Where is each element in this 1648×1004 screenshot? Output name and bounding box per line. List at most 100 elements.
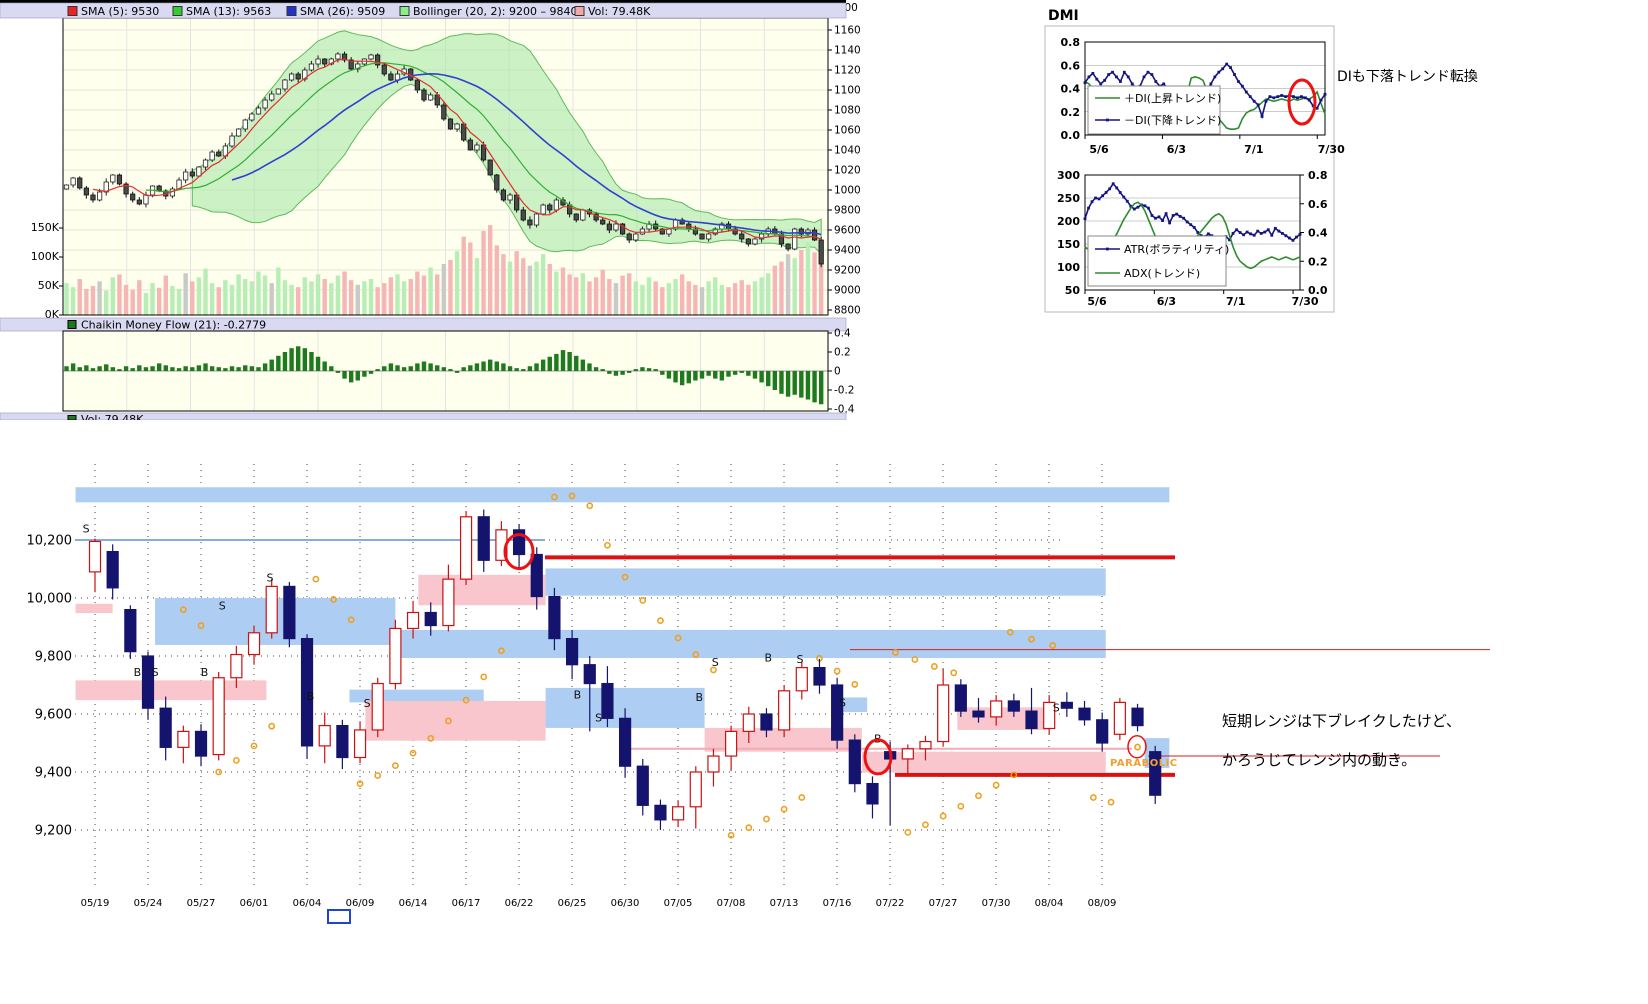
clipped-legend-label: Vol: 79.48K — [81, 413, 144, 420]
right-price-axis: 8800 9000 9200 9400 9600 9800 10000 10200 10400 1… — [828, 2, 860, 317]
legend-label: ATR(ボラティリティ) — [1124, 243, 1229, 256]
range-price-axis: 10,200 10,000 9,800 9,600 9,400 9,200 — [27, 534, 73, 839]
date-label: 06/01 — [240, 898, 269, 909]
signal-s-marker: S — [797, 653, 804, 666]
dmi-x-label: 7/1 — [1244, 143, 1263, 156]
signal-s-marker: S — [152, 666, 159, 679]
axis-label: 8800 — [834, 305, 860, 317]
axis-label: 100K — [31, 250, 60, 263]
range-date-axis: 05/19 05/24 05/27 06/01 06/04 06/09 06/14 06/17… — [81, 898, 1117, 909]
axis-label: 9600 — [834, 225, 860, 237]
atr-x-label: 7/1 — [1226, 295, 1245, 308]
axis-label: 0.2 — [1061, 106, 1081, 119]
pink-range-box — [418, 574, 546, 606]
signal-s-marker: S — [83, 522, 90, 535]
axis-label: 9200 — [834, 265, 860, 277]
axis-label: 9,800 — [35, 650, 72, 665]
legend-swatch — [172, 6, 183, 16]
axis-label: 9,400 — [35, 766, 72, 781]
axis-label: 50K — [38, 279, 60, 292]
axis-label: 0.2 — [1308, 255, 1328, 268]
date-label: 08/09 — [1088, 898, 1117, 909]
axis-label: 100 — [1057, 261, 1080, 274]
date-label: 07/05 — [664, 898, 693, 909]
axis-label: 10,000 — [27, 592, 73, 607]
signal-b-marker: B — [201, 666, 209, 679]
axis-label: 9,600 — [35, 708, 72, 723]
main-price-chart: 8800 9000 9200 9400 9600 9800 10000 10200 10400 1… — [0, 0, 860, 420]
date-label: 05/24 — [134, 898, 163, 909]
axis-label: 0.6 — [1061, 59, 1081, 72]
axis-label: 0.4 — [1308, 227, 1328, 240]
axis-label: 0.2 — [834, 347, 851, 359]
cmf-bars — [64, 346, 824, 405]
pink-range-box — [365, 700, 546, 741]
legend-label: Bollinger (20, 2): 9200 – 9840 — [413, 5, 577, 18]
pink-range-box — [75, 603, 113, 614]
legend-label: Vol: 79.48K — [588, 5, 651, 18]
signal-s-marker: S — [839, 696, 846, 709]
axis-label: 10400 — [834, 145, 860, 157]
date-label: 06/30 — [611, 898, 640, 909]
date-label: 06/17 — [452, 898, 481, 909]
legend-swatch — [399, 6, 410, 16]
legend-swatch — [67, 6, 78, 16]
volume-bars — [64, 225, 824, 315]
signal-s-marker: S — [712, 656, 719, 669]
date-label: 07/27 — [929, 898, 958, 909]
blue-range-box — [395, 629, 1106, 659]
legend-swatch — [574, 6, 585, 16]
date-label: 07/22 — [876, 898, 905, 909]
cmf-legend-label: Chaikin Money Flow (21): -0.2779 — [81, 319, 266, 332]
signal-s-marker: S — [1053, 702, 1060, 715]
axis-label: 9800 — [834, 205, 860, 217]
axis-label: 150 — [1057, 238, 1080, 251]
pink-range-box — [75, 680, 267, 701]
range-candles — [88, 509, 1162, 830]
axis-label: 0.0 — [1061, 129, 1081, 142]
axis-label: 0.4 — [834, 328, 851, 340]
axis-label: 11000 — [834, 85, 860, 97]
axis-label: 0.6 — [1308, 198, 1328, 211]
cropped-panel-edge — [0, 0, 846, 3]
sma-26-line — [231, 73, 822, 236]
axis-label: 150K — [31, 221, 60, 234]
main-legend: SMA (5): 9530 SMA (13): 9563 SMA (26): 950… — [67, 5, 651, 18]
dmi-annotation-text: DIも下落トレンド転換 — [1337, 69, 1478, 85]
axis-label: 10000 — [834, 185, 860, 197]
legend-label: ADX(トレンド) — [1124, 267, 1200, 280]
axis-label: 11400 — [834, 45, 860, 57]
signal-b-marker: B — [696, 691, 704, 704]
axis-label: 0.4 — [1061, 83, 1081, 96]
pink-range-box — [861, 751, 1106, 773]
clipped-legend-swatch — [67, 415, 77, 420]
axis-label: 9000 — [834, 285, 860, 297]
axis-label: 10600 — [834, 125, 860, 137]
atr-x-label: 6/3 — [1157, 295, 1176, 308]
atr-x-label: 7/30 — [1292, 295, 1319, 308]
date-label: 07/13 — [770, 898, 799, 909]
date-label: 07/30 — [982, 898, 1011, 909]
date-label: 08/04 — [1035, 898, 1064, 909]
date-label: 06/14 — [399, 898, 428, 909]
parabolic-sar-dots — [179, 492, 1141, 839]
signal-b-marker: B — [134, 666, 142, 679]
dmi-panel-title: DMI — [1048, 8, 1079, 24]
axis-label: 200 — [1057, 215, 1080, 228]
axis-label: 11200 — [834, 65, 860, 77]
range-annotation-line1: 短期レンジは下ブレイクしたけど、 — [1222, 712, 1461, 730]
signal-b-marker: B — [574, 688, 582, 701]
dmi-plot-border — [1084, 41, 1326, 136]
dmi-x-label: 7/30 — [1318, 143, 1345, 156]
parabolic-label: PARABOLIC — [1110, 758, 1178, 769]
axis-label: 9,200 — [35, 824, 72, 839]
dmi-x-label: 5/6 — [1089, 143, 1109, 156]
signal-s-marker: S — [266, 572, 273, 585]
date-label: 05/27 — [187, 898, 216, 909]
axis-label: 50 — [1065, 284, 1081, 297]
cmf-legend-swatch — [67, 320, 77, 329]
legend-swatch — [286, 6, 297, 16]
